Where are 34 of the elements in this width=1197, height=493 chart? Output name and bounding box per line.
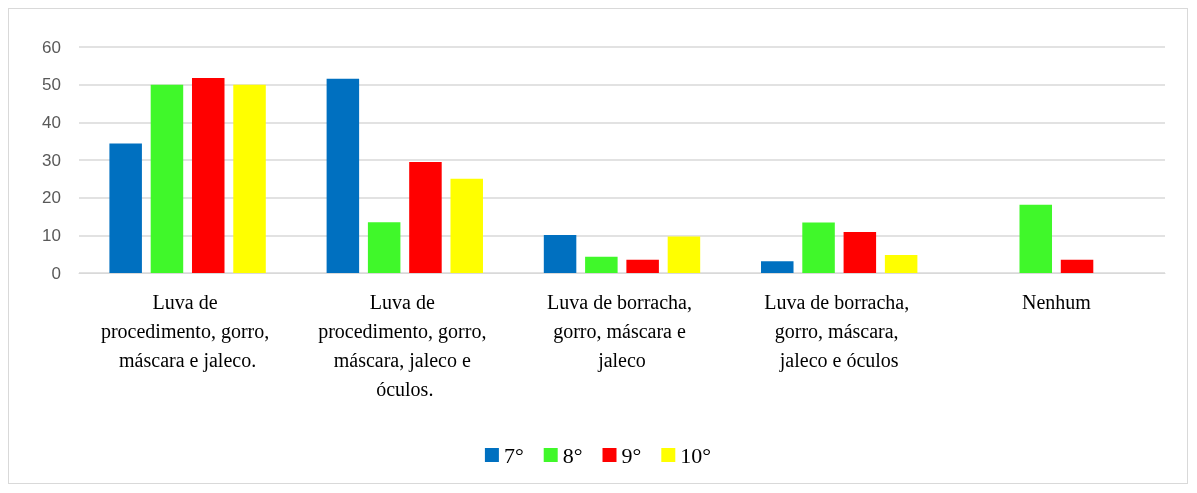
bar	[761, 261, 794, 273]
bar	[409, 161, 442, 273]
y-tick-label: 40	[42, 112, 61, 132]
bar	[543, 234, 577, 273]
x-tick-label: Luva de borracha, gorro, máscara, jaleco e óculos	[764, 290, 915, 372]
bar	[1060, 259, 1094, 273]
y-tick-label: 30	[42, 150, 61, 170]
y-tick-label: 10	[42, 225, 61, 245]
bar	[802, 222, 835, 273]
x-tick-label: Luva de procedimento, gorro, máscara, jaleco e óculos.	[318, 290, 492, 400]
bar	[326, 78, 360, 273]
legend-label: 8°	[562, 442, 583, 468]
legend-label: 7°	[503, 442, 524, 468]
bar	[109, 143, 142, 273]
legend-label: 9°	[621, 442, 642, 468]
bar	[191, 77, 225, 273]
bar	[585, 256, 618, 273]
bar	[1019, 204, 1053, 273]
bar	[450, 178, 483, 273]
x-tick-label: Luva de procedimento, gorro, máscara e jaleco.	[100, 290, 275, 372]
y-tick-label: 60	[42, 37, 61, 57]
x-tick-label: Luva de borracha, gorro, máscara e jaleco	[547, 290, 697, 372]
bar	[150, 84, 184, 273]
bar	[367, 222, 401, 273]
y-tick-label: 50	[42, 75, 61, 95]
y-tick-label: 0	[51, 263, 61, 283]
bar	[233, 84, 266, 273]
bar	[884, 254, 918, 273]
x-tick-label: Nenhum	[1021, 290, 1092, 313]
bar	[843, 231, 877, 273]
legend-label: 10°	[680, 442, 712, 468]
bar	[667, 236, 701, 273]
y-tick-label: 20	[42, 188, 61, 208]
bar	[626, 259, 659, 273]
